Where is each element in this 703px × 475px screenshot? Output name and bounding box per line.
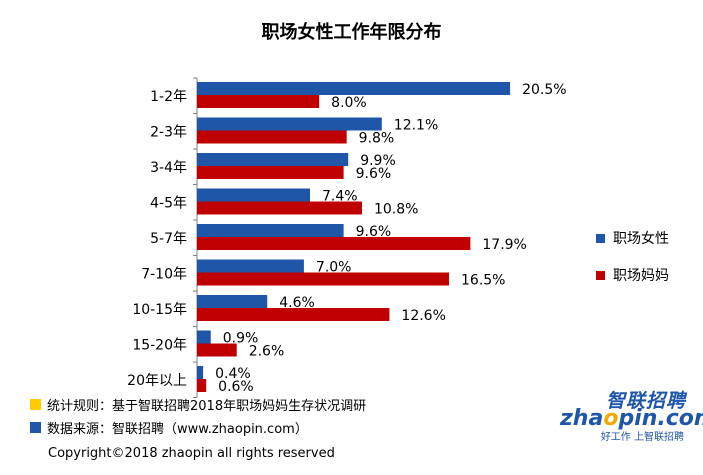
note-data-source-text: 数据来源：智联招聘（www.zhaopin.com） [47, 422, 308, 437]
note-stat-rule-text: 统计规则：基于智联招聘2018年职场妈妈生存状况调研 [47, 399, 367, 414]
y-tick-label: 1-2年 [150, 89, 187, 105]
data-label-women: 0.9% [223, 331, 259, 347]
bar-mothers [197, 166, 344, 179]
note-data-source: 数据来源：智联招聘（www.zhaopin.com） [30, 418, 308, 437]
legend-label-mothers: 职场妈妈 [613, 268, 669, 284]
data-label-mothers: 9.8% [359, 131, 395, 147]
data-label-mothers: 12.6% [401, 308, 445, 324]
bar-mothers [197, 237, 471, 250]
data-label-mothers: 0.6% [218, 379, 254, 395]
data-label-women: 7.0% [316, 260, 352, 276]
bar-mothers [197, 201, 362, 215]
chart-title: 职场女性工作年限分布 [261, 22, 442, 43]
y-tick-label: 20年以上 [127, 373, 187, 389]
logo-en-text: zhaopin.com [560, 406, 703, 431]
y-tick-label: 5-7年 [150, 231, 187, 247]
legend-swatch-women [596, 233, 605, 243]
bar-mothers [197, 379, 207, 392]
bar-mothers [197, 95, 320, 108]
data-label-women: 9.6% [356, 224, 392, 240]
data-label-women: 12.1% [394, 118, 438, 134]
y-tick-label: 3-4年 [150, 160, 187, 176]
bar-mothers [197, 308, 390, 321]
bar-mothers [197, 272, 449, 286]
logo-cn-text: 智联招聘 [605, 390, 686, 412]
data-label-mothers: 8.0% [331, 95, 367, 111]
bar-women [197, 224, 344, 237]
bar-mothers [197, 343, 237, 357]
legend-label-women: 职场女性 [613, 231, 669, 247]
data-label-mothers: 16.5% [461, 273, 505, 289]
data-label-women: 20.5% [522, 82, 566, 98]
data-label-women: 4.6% [279, 295, 315, 311]
bar-women [197, 295, 268, 308]
note-marker-blue [30, 422, 41, 433]
legend-swatch-mothers [596, 270, 605, 280]
bar-women [197, 259, 304, 273]
note-stat-rule: 统计规则：基于智联招聘2018年职场妈妈生存状况调研 [30, 395, 366, 414]
bar-women [197, 366, 204, 379]
y-tick-label: 2-3年 [150, 124, 187, 140]
data-label-women: 9.9% [360, 153, 396, 169]
data-label-mothers: 2.6% [249, 344, 285, 360]
bar-women [197, 153, 349, 166]
data-label-women: 0.4% [215, 366, 251, 382]
legend-item-women: 职场女性 [596, 228, 669, 248]
bar-women [197, 330, 211, 344]
y-tick-label: 10-15年 [132, 302, 187, 318]
copyright-text: Copyright©2018 zhaopin all rights reserv… [48, 446, 335, 461]
data-label-mothers: 17.9% [482, 237, 526, 253]
data-label-women: 7.4% [322, 189, 358, 205]
bar-women [197, 117, 382, 131]
data-label-mothers: 10.8% [374, 202, 418, 218]
legend-item-mothers: 职场妈妈 [596, 265, 669, 285]
bar-women [197, 188, 311, 202]
bar-women [197, 82, 511, 95]
y-tick-label: 7-10年 [141, 266, 187, 282]
y-tick-label: 15-20年 [132, 337, 187, 353]
data-label-mothers: 9.6% [356, 166, 392, 182]
note-marker-yellow [30, 399, 41, 410]
y-tick-label: 4-5年 [150, 195, 187, 211]
logo-slogan: 好工作 上智联招聘 [600, 432, 684, 443]
zhaopin-logo: 智联招聘 zhaopin.com 好工作 上智联招聘 [560, 386, 703, 443]
bar-mothers [197, 130, 347, 144]
